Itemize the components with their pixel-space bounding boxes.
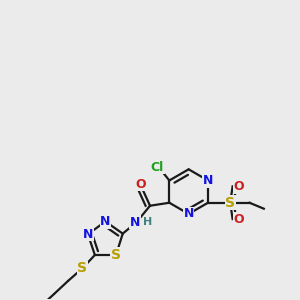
- Text: N: N: [130, 216, 140, 229]
- Text: O: O: [234, 180, 244, 193]
- Text: S: S: [225, 196, 235, 210]
- Text: S: S: [111, 248, 121, 262]
- Text: N: N: [203, 174, 213, 187]
- Text: N: N: [83, 228, 93, 241]
- Text: O: O: [234, 213, 244, 226]
- Text: N: N: [184, 207, 194, 220]
- Text: H: H: [143, 217, 152, 227]
- Text: S: S: [77, 261, 87, 275]
- Text: N: N: [100, 215, 111, 228]
- Text: Cl: Cl: [151, 160, 164, 174]
- Text: O: O: [135, 178, 146, 190]
